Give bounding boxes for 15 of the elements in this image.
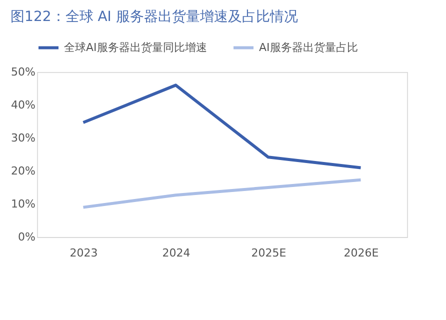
x-tick-label: 2023: [70, 246, 98, 260]
y-tick-label: 50%: [11, 66, 36, 78]
y-tick-label: 0%: [18, 230, 36, 244]
x-tick-label: 2024: [162, 246, 190, 260]
y-tick-label: 20%: [11, 164, 36, 178]
line-series: [82, 84, 362, 170]
x-tick-label: 2025E: [251, 246, 286, 260]
y-tick-label: 30%: [11, 132, 36, 144]
line-series: [82, 178, 362, 209]
chart-title: 图122：全球 AI 服务器出货量增速及占比情况: [10, 9, 298, 25]
x-tick-label: 2026E: [344, 246, 379, 260]
y-tick-label: 40%: [11, 98, 36, 112]
legend-label: 全球AI服务器出货量同比增速: [64, 40, 207, 54]
y-tick-label: 10%: [11, 198, 36, 210]
legend-label: AI服务器出货量占比: [259, 40, 358, 54]
